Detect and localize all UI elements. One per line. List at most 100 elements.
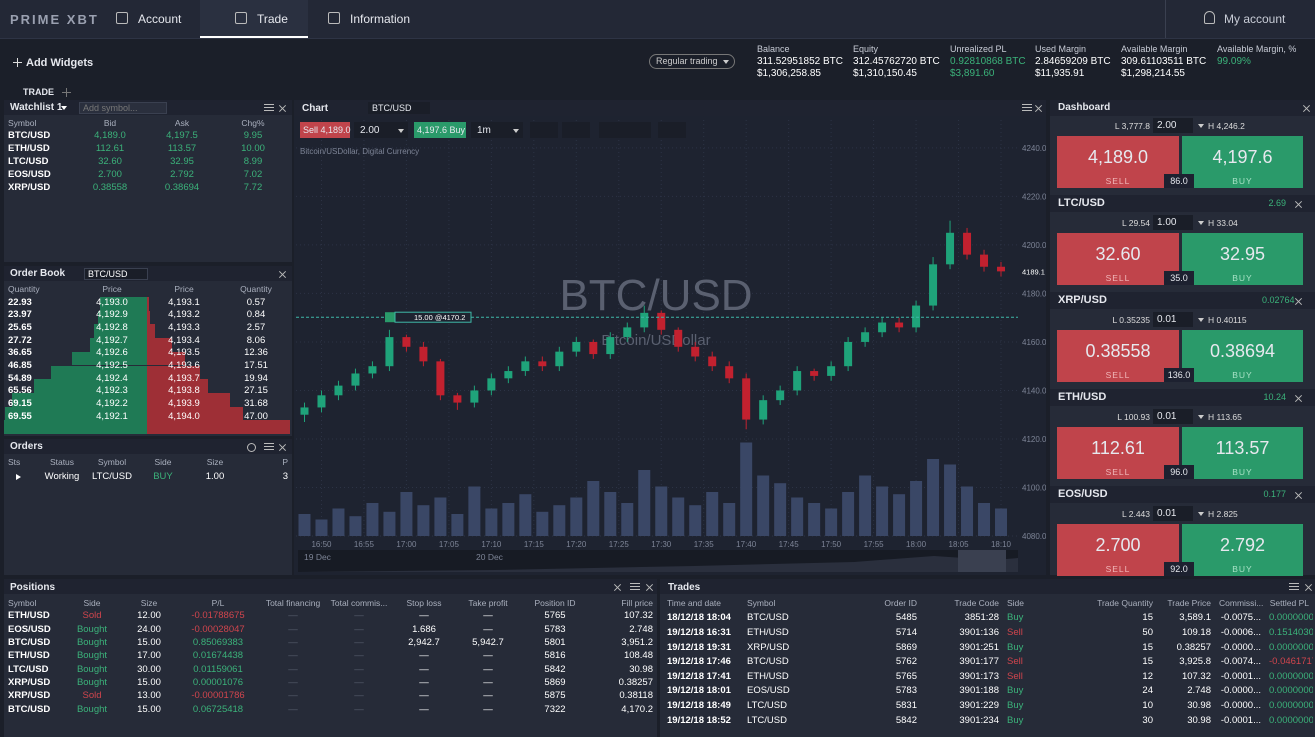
close-icon[interactable] bbox=[1294, 200, 1303, 209]
qty-text[interactable]: 0.01 bbox=[1157, 508, 1177, 519]
close-icon[interactable] bbox=[1294, 297, 1303, 306]
sell-tile[interactable] bbox=[1057, 524, 1179, 576]
row[interactable]: 19/12/18 19:31 XRP/USD 5869 3901:251 Buy 15 0.… bbox=[663, 640, 1313, 655]
sell-tile[interactable] bbox=[1057, 233, 1179, 285]
qty-text[interactable]: 2.00 bbox=[1157, 120, 1177, 131]
sell-price[interactable]: 0.38558 bbox=[1085, 341, 1151, 361]
row[interactable]: 18/12/18 18:04 BTC/USD 5485 3851:28 Buy 15 3,5… bbox=[663, 611, 1313, 626]
sell-price[interactable]: 32.60 bbox=[1095, 244, 1141, 264]
qty-text[interactable]: 2.00 bbox=[360, 125, 380, 136]
trading-mode-label[interactable]: Regular trading bbox=[656, 56, 718, 66]
orderbook-symbol-text[interactable]: BTC/USD bbox=[88, 269, 128, 279]
row[interactable]: ETH/USD 112.61 113.57 10.00 bbox=[4, 142, 288, 155]
row[interactable]: 46.85 4,192.5 4,193.6 17.51 bbox=[4, 359, 292, 372]
sell-price[interactable]: 112.61 bbox=[1091, 438, 1145, 458]
chart-symbol-text[interactable]: BTC/USD bbox=[372, 103, 412, 113]
instrument-name[interactable]: ETH/USD bbox=[1058, 391, 1107, 403]
buy-price[interactable]: 0.38694 bbox=[1209, 341, 1276, 361]
buy-button[interactable] bbox=[414, 122, 466, 138]
sell-tile[interactable] bbox=[1057, 427, 1179, 479]
row[interactable]: 36.65 4,192.6 4,193.5 12.36 bbox=[4, 346, 292, 359]
tool-button[interactable] bbox=[599, 122, 651, 138]
interval-text[interactable]: 1m bbox=[477, 125, 491, 136]
tool-button[interactable] bbox=[530, 122, 558, 138]
close-icon[interactable] bbox=[613, 583, 622, 592]
qty-text[interactable]: 1.00 bbox=[1157, 217, 1177, 228]
buy-tile[interactable] bbox=[1182, 136, 1303, 188]
menu-icon[interactable] bbox=[1022, 104, 1032, 112]
symbol-placeholder[interactable]: Add symbol... bbox=[83, 103, 138, 113]
expand-arrow[interactable] bbox=[16, 474, 21, 480]
row[interactable]: 19/12/18 18:52 LTC/USD 5842 3901:234 Buy 30 30… bbox=[663, 713, 1313, 728]
row[interactable]: 19/12/18 18:01 EOS/USD 5783 3901:188 Buy 24 2.… bbox=[663, 684, 1313, 699]
row[interactable]: BTC/USD Bought 15.00 0.06725418 — — — — 7322 4,17… bbox=[4, 702, 657, 715]
menu-icon[interactable] bbox=[264, 443, 274, 451]
close-icon[interactable] bbox=[278, 270, 287, 279]
close-icon[interactable] bbox=[1034, 104, 1043, 113]
row[interactable]: XRP/USD 0.38558 0.38694 7.72 bbox=[4, 181, 288, 194]
trading-mode[interactable] bbox=[649, 54, 735, 69]
sell-price[interactable]: 2.700 bbox=[1095, 535, 1141, 555]
instrument-name[interactable]: XRP/USD bbox=[1058, 294, 1107, 306]
add-widgets[interactable]: Add Widgets bbox=[26, 57, 94, 69]
row[interactable]: 65.56 4,192.3 4,193.8 27.15 bbox=[4, 385, 292, 398]
row[interactable]: XRP/USD Sold 13.00 -0.00001786 — — — — 5875 0.381… bbox=[4, 689, 657, 702]
sell-tile[interactable] bbox=[1057, 330, 1179, 382]
nav-item[interactable]: Information bbox=[350, 12, 411, 26]
nav-item[interactable]: Trade bbox=[257, 12, 288, 26]
row[interactable]: 23.97 4,192.9 4,193.2 0.84 bbox=[4, 308, 292, 321]
buy-tile[interactable] bbox=[1182, 524, 1303, 576]
instrument-name[interactable]: EOS/USD bbox=[1058, 488, 1108, 500]
buy-price[interactable]: 2.792 bbox=[1219, 535, 1266, 555]
row[interactable]: ETH/USD Bought 17.00 0.01674438 — — — — 5816 108.… bbox=[4, 649, 657, 662]
sell-price[interactable]: 4,189.0 bbox=[1087, 147, 1149, 167]
watchlist-title[interactable]: Watchlist 1 bbox=[10, 102, 63, 113]
qty-text[interactable]: 0.01 bbox=[1157, 411, 1177, 422]
buy-price[interactable]: 32.95 bbox=[1219, 244, 1266, 264]
row[interactable]: 54.89 4,192.4 4,193.7 19.94 bbox=[4, 372, 292, 385]
row[interactable]: XRP/USD Bought 15.00 0.00001076 — — — — 5869 0.38… bbox=[4, 676, 657, 689]
row[interactable]: EOS/USD Bought 24.00 -0.00028047 — — 1.686 — 578… bbox=[4, 623, 657, 636]
buy-price[interactable]: 4,197.6 bbox=[1212, 147, 1273, 167]
row[interactable]: BTC/USD 4,189.0 4,197.5 9.95 bbox=[4, 129, 288, 142]
sell-button[interactable] bbox=[300, 122, 350, 138]
menu-icon[interactable] bbox=[630, 583, 640, 591]
row[interactable]: 19/12/18 17:41 ETH/USD 5765 3901:173 Sell 12 1… bbox=[663, 669, 1313, 684]
row[interactable]: EOS/USD 2.700 2.792 7.02 bbox=[4, 168, 288, 181]
close-icon[interactable] bbox=[1302, 104, 1311, 113]
menu-icon[interactable] bbox=[1289, 583, 1299, 591]
sell-tile[interactable] bbox=[1057, 136, 1179, 188]
row[interactable]: 69.15 4,192.2 4,193.9 31.68 bbox=[4, 397, 292, 410]
tab[interactable]: TRADE bbox=[23, 87, 54, 97]
buy-price[interactable]: 113.57 bbox=[1215, 438, 1270, 458]
row[interactable]: Working LTC/USD BUY 1.00 3 bbox=[4, 469, 292, 483]
buy-tile[interactable] bbox=[1182, 330, 1303, 382]
row[interactable]: 69.55 4,192.1 4,194.0 47.00 bbox=[4, 410, 292, 423]
account-link[interactable]: My account bbox=[1224, 12, 1286, 26]
row[interactable]: 19/12/18 18:49 LTC/USD 5831 3901:229 Buy 10 30… bbox=[663, 698, 1313, 713]
tool-button[interactable] bbox=[562, 122, 590, 138]
row[interactable]: 19/12/18 16:31 ETH/USD 5714 3901:136 Sell 50 1… bbox=[663, 625, 1313, 640]
buy-tile[interactable] bbox=[1182, 427, 1303, 479]
close-icon[interactable] bbox=[1294, 394, 1303, 403]
row[interactable]: BTC/USD Bought 15.00 0.85069383 — — 2,942.7 5,9… bbox=[4, 636, 657, 649]
row[interactable]: 22.93 4,193.0 4,193.1 0.57 bbox=[4, 296, 292, 309]
close-icon[interactable] bbox=[278, 104, 287, 113]
close-icon[interactable] bbox=[645, 583, 654, 592]
qty-text[interactable]: 0.01 bbox=[1157, 314, 1177, 325]
close-icon[interactable] bbox=[1294, 491, 1303, 500]
tool-button[interactable] bbox=[658, 122, 686, 138]
row[interactable]: 25.65 4,192.8 4,193.3 2.57 bbox=[4, 321, 292, 334]
sell-button-label[interactable]: Sell 4,189.0 bbox=[303, 125, 351, 135]
close-icon[interactable] bbox=[1304, 583, 1313, 592]
nav-item[interactable]: Account bbox=[138, 12, 182, 26]
menu-icon[interactable] bbox=[264, 104, 274, 112]
close-icon[interactable] bbox=[278, 443, 287, 452]
row[interactable]: 19/12/18 17:46 BTC/USD 5762 3901:177 Sell 15 3… bbox=[663, 654, 1313, 669]
buy-button-label[interactable]: 4,197.6 Buy bbox=[417, 125, 466, 135]
row[interactable]: LTC/USD Bought 30.00 0.01159061 — — — — 5842 30.9… bbox=[4, 662, 657, 675]
row[interactable]: LTC/USD 32.60 32.95 8.99 bbox=[4, 155, 288, 168]
instrument-name[interactable]: LTC/USD bbox=[1058, 197, 1105, 209]
row[interactable]: 27.72 4,192.7 4,193.4 8.06 bbox=[4, 334, 292, 347]
buy-tile[interactable] bbox=[1182, 233, 1303, 285]
